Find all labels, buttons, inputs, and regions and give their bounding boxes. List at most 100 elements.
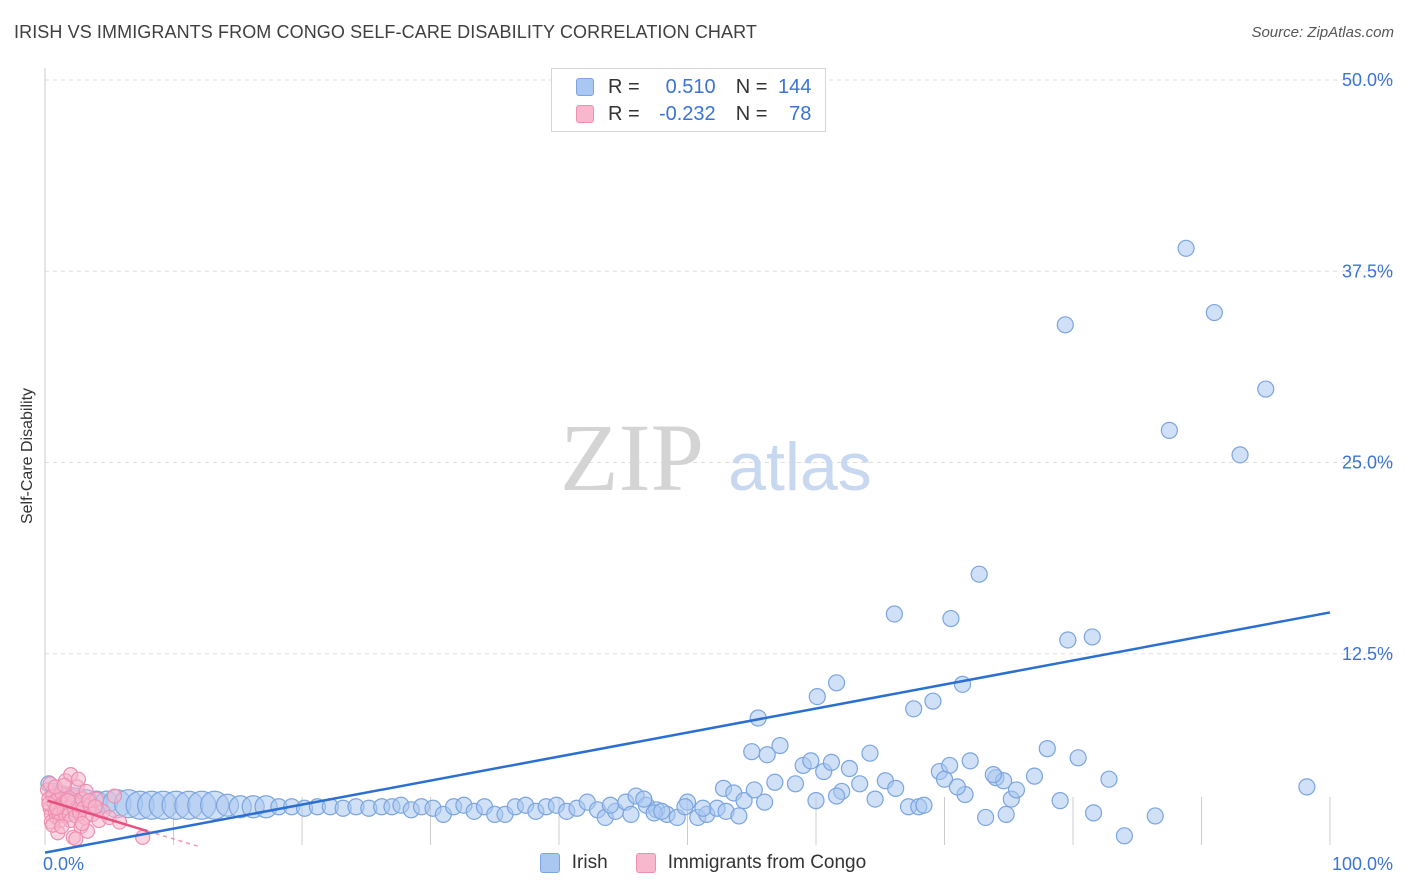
irish-point	[755, 793, 774, 811]
irish-point	[1298, 778, 1316, 796]
irish-point	[1069, 749, 1087, 767]
congo-r-value: -0.232	[658, 102, 716, 125]
legend-n-label: N =	[735, 75, 768, 98]
irish-point	[601, 796, 620, 814]
irish-point	[905, 700, 923, 718]
congo-trendline	[47, 799, 149, 833]
irish-point	[948, 778, 966, 796]
source-label: Source: ZipAtlas.com	[1251, 24, 1394, 41]
trendlines	[44, 611, 1331, 854]
congo-point	[74, 815, 90, 832]
irish-point	[1257, 380, 1275, 398]
legend-item-irish[interactable]: Irish	[539, 852, 608, 874]
congo-n-value: 78	[789, 102, 812, 125]
irish-point	[676, 798, 694, 816]
irish-swatch	[576, 78, 594, 96]
y-tick-label: 50.0%	[1342, 70, 1393, 90]
irish-point	[771, 736, 789, 755]
irish-point	[1146, 807, 1164, 825]
irish-point	[970, 565, 988, 583]
legend-r-label: R =	[608, 102, 640, 125]
irish-point	[1038, 740, 1056, 758]
irish-n-value: 144	[778, 75, 812, 98]
congo-point	[70, 771, 87, 787]
irish-point	[786, 775, 805, 793]
congo-point	[87, 799, 103, 815]
legend-irish-label: Irish	[571, 852, 608, 873]
x-tick-label: 0.0%	[43, 854, 84, 874]
irish-point	[635, 790, 653, 808]
legend-row-irish: R = 0.510 N = 144	[576, 74, 811, 100]
irish-point	[935, 770, 954, 788]
congo-point	[56, 777, 72, 793]
irish-swatch	[539, 853, 560, 873]
irish-point	[808, 687, 826, 706]
irish-point	[730, 807, 748, 825]
legend-r-label: R =	[608, 75, 640, 98]
irish-point	[1084, 804, 1103, 822]
irish-point	[1160, 421, 1178, 439]
irish-point	[766, 773, 784, 791]
irish-point	[1115, 827, 1134, 845]
watermark-zip: ZIP	[560, 404, 704, 511]
irish-point	[1025, 767, 1044, 785]
irish-point	[953, 675, 972, 693]
tick-labels: 12.5% 25.0% 37.5% 50.0% 0.0% 100.0%	[43, 70, 1393, 874]
irish-point	[840, 759, 859, 778]
irish-point	[745, 781, 763, 799]
congo-swatch	[635, 853, 656, 873]
irish-point	[743, 743, 761, 761]
watermark-atlas: atlas	[728, 429, 872, 505]
series-legend: Irish Immigrants from Congo	[0, 852, 1406, 874]
gridlines	[45, 79, 1395, 655]
irish-points	[40, 239, 1316, 845]
congo-swatch	[576, 105, 594, 123]
congo-point	[54, 819, 70, 835]
irish-point	[915, 796, 933, 814]
irish-point	[942, 609, 960, 628]
irish-point	[1059, 631, 1077, 649]
irish-point	[1056, 316, 1074, 334]
irish-point	[1100, 770, 1118, 788]
irish-point	[984, 766, 1002, 784]
irish-point	[924, 692, 942, 710]
irish-point	[1051, 792, 1069, 810]
congo-points	[39, 767, 151, 847]
irish-point	[851, 775, 869, 793]
congo-point	[68, 831, 84, 847]
legend-congo-label: Immigrants from Congo	[667, 852, 867, 873]
irish-point	[1007, 781, 1026, 799]
irish-point	[997, 805, 1015, 824]
y-tick-label: 12.5%	[1342, 644, 1393, 664]
irish-point	[866, 790, 884, 808]
irish-point	[622, 805, 640, 824]
irish-point	[827, 787, 846, 805]
irish-point	[802, 752, 820, 770]
legend-n-label: N =	[735, 102, 768, 125]
x-tick-label: 100.0%	[1332, 854, 1393, 874]
irish-trendline	[44, 611, 1331, 854]
irish-r-value: 0.510	[665, 75, 716, 98]
watermark: ZIP atlas	[560, 404, 872, 511]
irish-point	[977, 808, 995, 827]
irish-point	[827, 674, 846, 692]
irish-point	[822, 753, 841, 771]
irish-point	[885, 605, 903, 623]
irish-point	[887, 779, 905, 797]
irish-point	[1231, 446, 1249, 464]
irish-point	[807, 792, 825, 810]
y-tick-label: 25.0%	[1342, 453, 1393, 473]
y-tick-label: 37.5%	[1342, 261, 1393, 281]
irish-point	[758, 746, 776, 764]
irish-point	[735, 792, 753, 810]
irish-point	[961, 752, 979, 770]
legend-row-congo: R = -0.232 N = 78	[576, 101, 811, 127]
irish-point	[653, 802, 671, 820]
legend-item-congo[interactable]: Immigrants from Congo	[635, 852, 867, 874]
irish-point	[1205, 303, 1223, 322]
irish-point	[1177, 239, 1195, 257]
irish-point	[1083, 628, 1101, 646]
chart-title: IRISH VS IMMIGRANTS FROM CONGO SELF-CARE…	[14, 22, 757, 42]
congo-point	[106, 788, 122, 804]
